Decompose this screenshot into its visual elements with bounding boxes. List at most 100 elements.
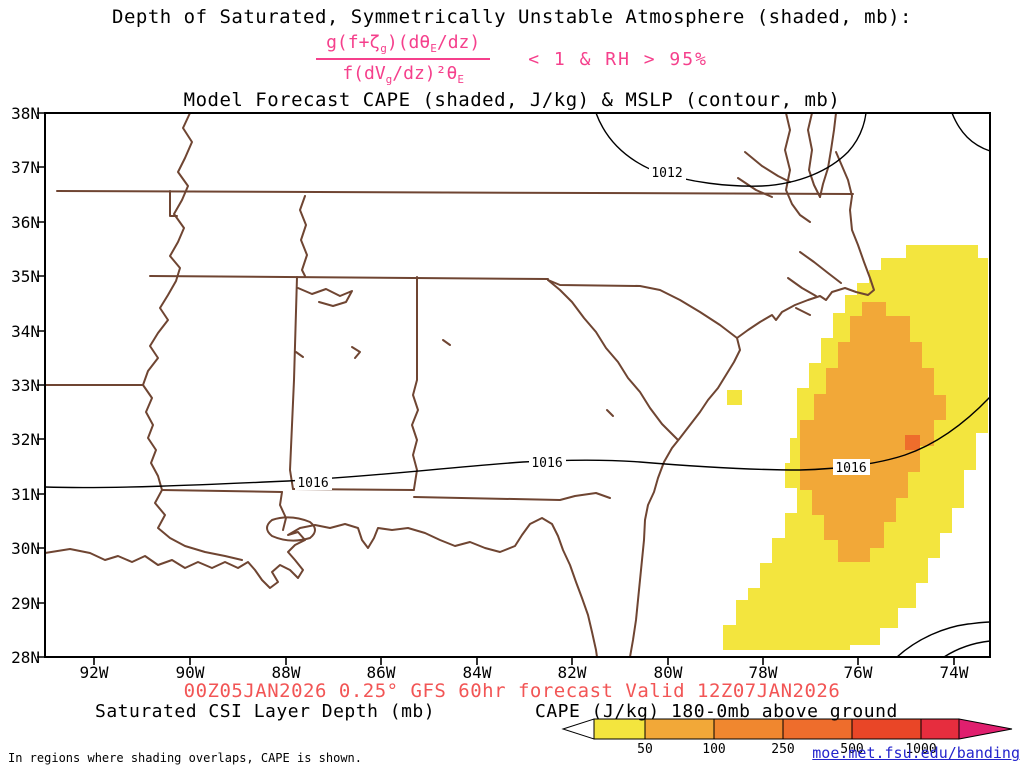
- y-tick-label: 30N: [11, 539, 40, 558]
- page-title: Depth of Saturated, Symmetrically Unstab…: [112, 6, 912, 28]
- y-tick-label: 34N: [11, 322, 40, 341]
- y-tick-label: 38N: [11, 104, 40, 123]
- colorbar-segment: [782, 718, 853, 740]
- pearl-river: [279, 491, 287, 531]
- contour-label: 1016: [835, 461, 866, 476]
- colorbar-segment: [713, 718, 784, 740]
- contour-1016: [44, 396, 991, 489]
- x-tick-label: 80W: [654, 663, 683, 682]
- formula-text: g(f+ζ: [326, 32, 381, 53]
- small-lake-2: [442, 339, 451, 346]
- coastline-border-layer: [44, 112, 875, 658]
- y-tick-label: 29N: [11, 594, 40, 613]
- y-tick-label: 31N: [11, 485, 40, 504]
- chesapeake-east-shore: [807, 112, 821, 198]
- tennessee-river-west: [299, 195, 308, 277]
- small-lake-1: [351, 346, 361, 359]
- formula-condition: < 1 & RH > 95%: [528, 48, 708, 70]
- forecast-init-valid-text: 00Z05JAN2026 0.25° GFS 60hr forecast Val…: [183, 680, 841, 702]
- contour-label-bg: [295, 474, 332, 490]
- x-tick-label: 74W: [940, 663, 969, 682]
- border-al-ga: [411, 276, 419, 490]
- formula-denominator: f(dVg/dz)²θE: [332, 60, 474, 86]
- cape-colorbar: [561, 718, 1013, 740]
- x-tick-label: 82W: [558, 663, 587, 682]
- csi-legend-label: Saturated CSI Layer Depth (mb): [95, 701, 436, 722]
- axis-ticks: [37, 112, 955, 665]
- y-tick-label: 36N: [11, 213, 40, 232]
- cape-isolated-cell-50-100: [727, 390, 742, 405]
- savannah-river-border: [547, 279, 679, 441]
- contour-label: 1016: [297, 476, 328, 491]
- pamlico-sound-shore: [799, 251, 842, 284]
- overlap-note: In regions where shading overlaps, CAPE …: [8, 751, 363, 765]
- site-link[interactable]: moe.met.fsu.edu/banding: [812, 744, 1020, 762]
- delmarva-atlantic-shore: [819, 112, 837, 198]
- small-lake-3: [606, 409, 614, 417]
- border-ms-al: [289, 276, 298, 490]
- mississippi-river: [142, 112, 243, 561]
- contour-label-bg: [529, 454, 566, 470]
- formula-text: /dz)²θ: [392, 63, 458, 84]
- y-axis-labels: 38N 37N 36N 35N 34N 33N 32N 31N 30N 29N …: [11, 104, 40, 667]
- chesapeake-west-shore: [784, 112, 811, 223]
- y-tick-label: 28N: [11, 648, 40, 667]
- colorbar-tick-label: 50: [637, 742, 653, 757]
- cape-legend-label: CAPE (J/kg) 180-0mb above ground: [535, 701, 898, 722]
- mslp-contour-layer: [44, 112, 991, 658]
- formula-text: /dz): [436, 32, 481, 53]
- x-tick-label: 86W: [367, 663, 396, 682]
- cape-shading-layer: [723, 245, 988, 650]
- contour-label-group: 1012 1016 1016 1016: [295, 164, 870, 491]
- csi-criterion-formula: g(f+ζg)(dθE/dz) f(dVg/dz)²θE < 1 & RH > …: [0, 32, 1024, 86]
- border-31n-la-ms: [161, 489, 283, 493]
- tennessee-river-alabama: [297, 287, 353, 307]
- colorbar-tick-label: 500: [840, 742, 863, 757]
- border-35n-tn: [149, 275, 549, 280]
- cape-region-100-250: [800, 302, 946, 562]
- contour-bottom-right-outer: [896, 621, 991, 658]
- gulf-coastline: [44, 517, 598, 658]
- formula-numerator: g(f+ζg)(dθE/dz): [316, 32, 491, 60]
- border-nc-sc: [547, 279, 738, 339]
- colorbar-left-arrow: [561, 718, 595, 740]
- y-tick-label: 35N: [11, 267, 40, 286]
- contour-bottom-right-inner: [943, 640, 991, 658]
- border-36-5n: [56, 190, 854, 195]
- lake-pontchartrain: [266, 516, 316, 542]
- formula-subscript: g: [385, 73, 393, 86]
- formula-text: )(dθ: [386, 32, 431, 53]
- virginia-river-2: [737, 177, 773, 198]
- colorbar-tick-label: 1000: [905, 742, 936, 757]
- colorbar-tick-label: 100: [702, 742, 725, 757]
- y-tick-label: 33N: [11, 376, 40, 395]
- small-lake-4: [295, 351, 304, 358]
- chart-subtitle: Model Forecast CAPE (shaded, J/kg) & MSL…: [183, 89, 841, 111]
- formula-fraction: g(f+ζg)(dθE/dz) f(dVg/dz)²θE: [316, 32, 491, 86]
- cape-cell-250-500: [905, 435, 920, 450]
- x-tick-label: 76W: [844, 663, 873, 682]
- x-axis-labels: 92W 90W 88W 86W 84W 82W 80W 78W 76W 74W: [80, 663, 969, 682]
- colorbar-segment: [644, 718, 715, 740]
- contour-top-right: [951, 112, 991, 152]
- atlantic-coastline: [629, 151, 875, 658]
- virginia-river-1: [744, 151, 791, 183]
- x-tick-label: 92W: [80, 663, 109, 682]
- x-tick-label: 90W: [176, 663, 205, 682]
- contour-label-bg: [833, 459, 870, 475]
- x-tick-label: 88W: [272, 663, 301, 682]
- sound-inlet: [795, 307, 811, 316]
- colorbar-segment: [851, 718, 922, 740]
- albemarle-sound-shore: [787, 277, 817, 297]
- y-tick-label: 32N: [11, 430, 40, 449]
- y-tick-label: 37N: [11, 158, 40, 177]
- colorbar-labels: 50 100 250 500 1000: [637, 742, 936, 757]
- contour-label: 1016: [531, 456, 562, 471]
- formula-subscript: E: [430, 42, 437, 55]
- contour-1012: [595, 112, 867, 187]
- colorbar-segment: [920, 718, 960, 740]
- formula-subscript: g: [380, 42, 387, 55]
- contour-label: 1012: [651, 166, 682, 181]
